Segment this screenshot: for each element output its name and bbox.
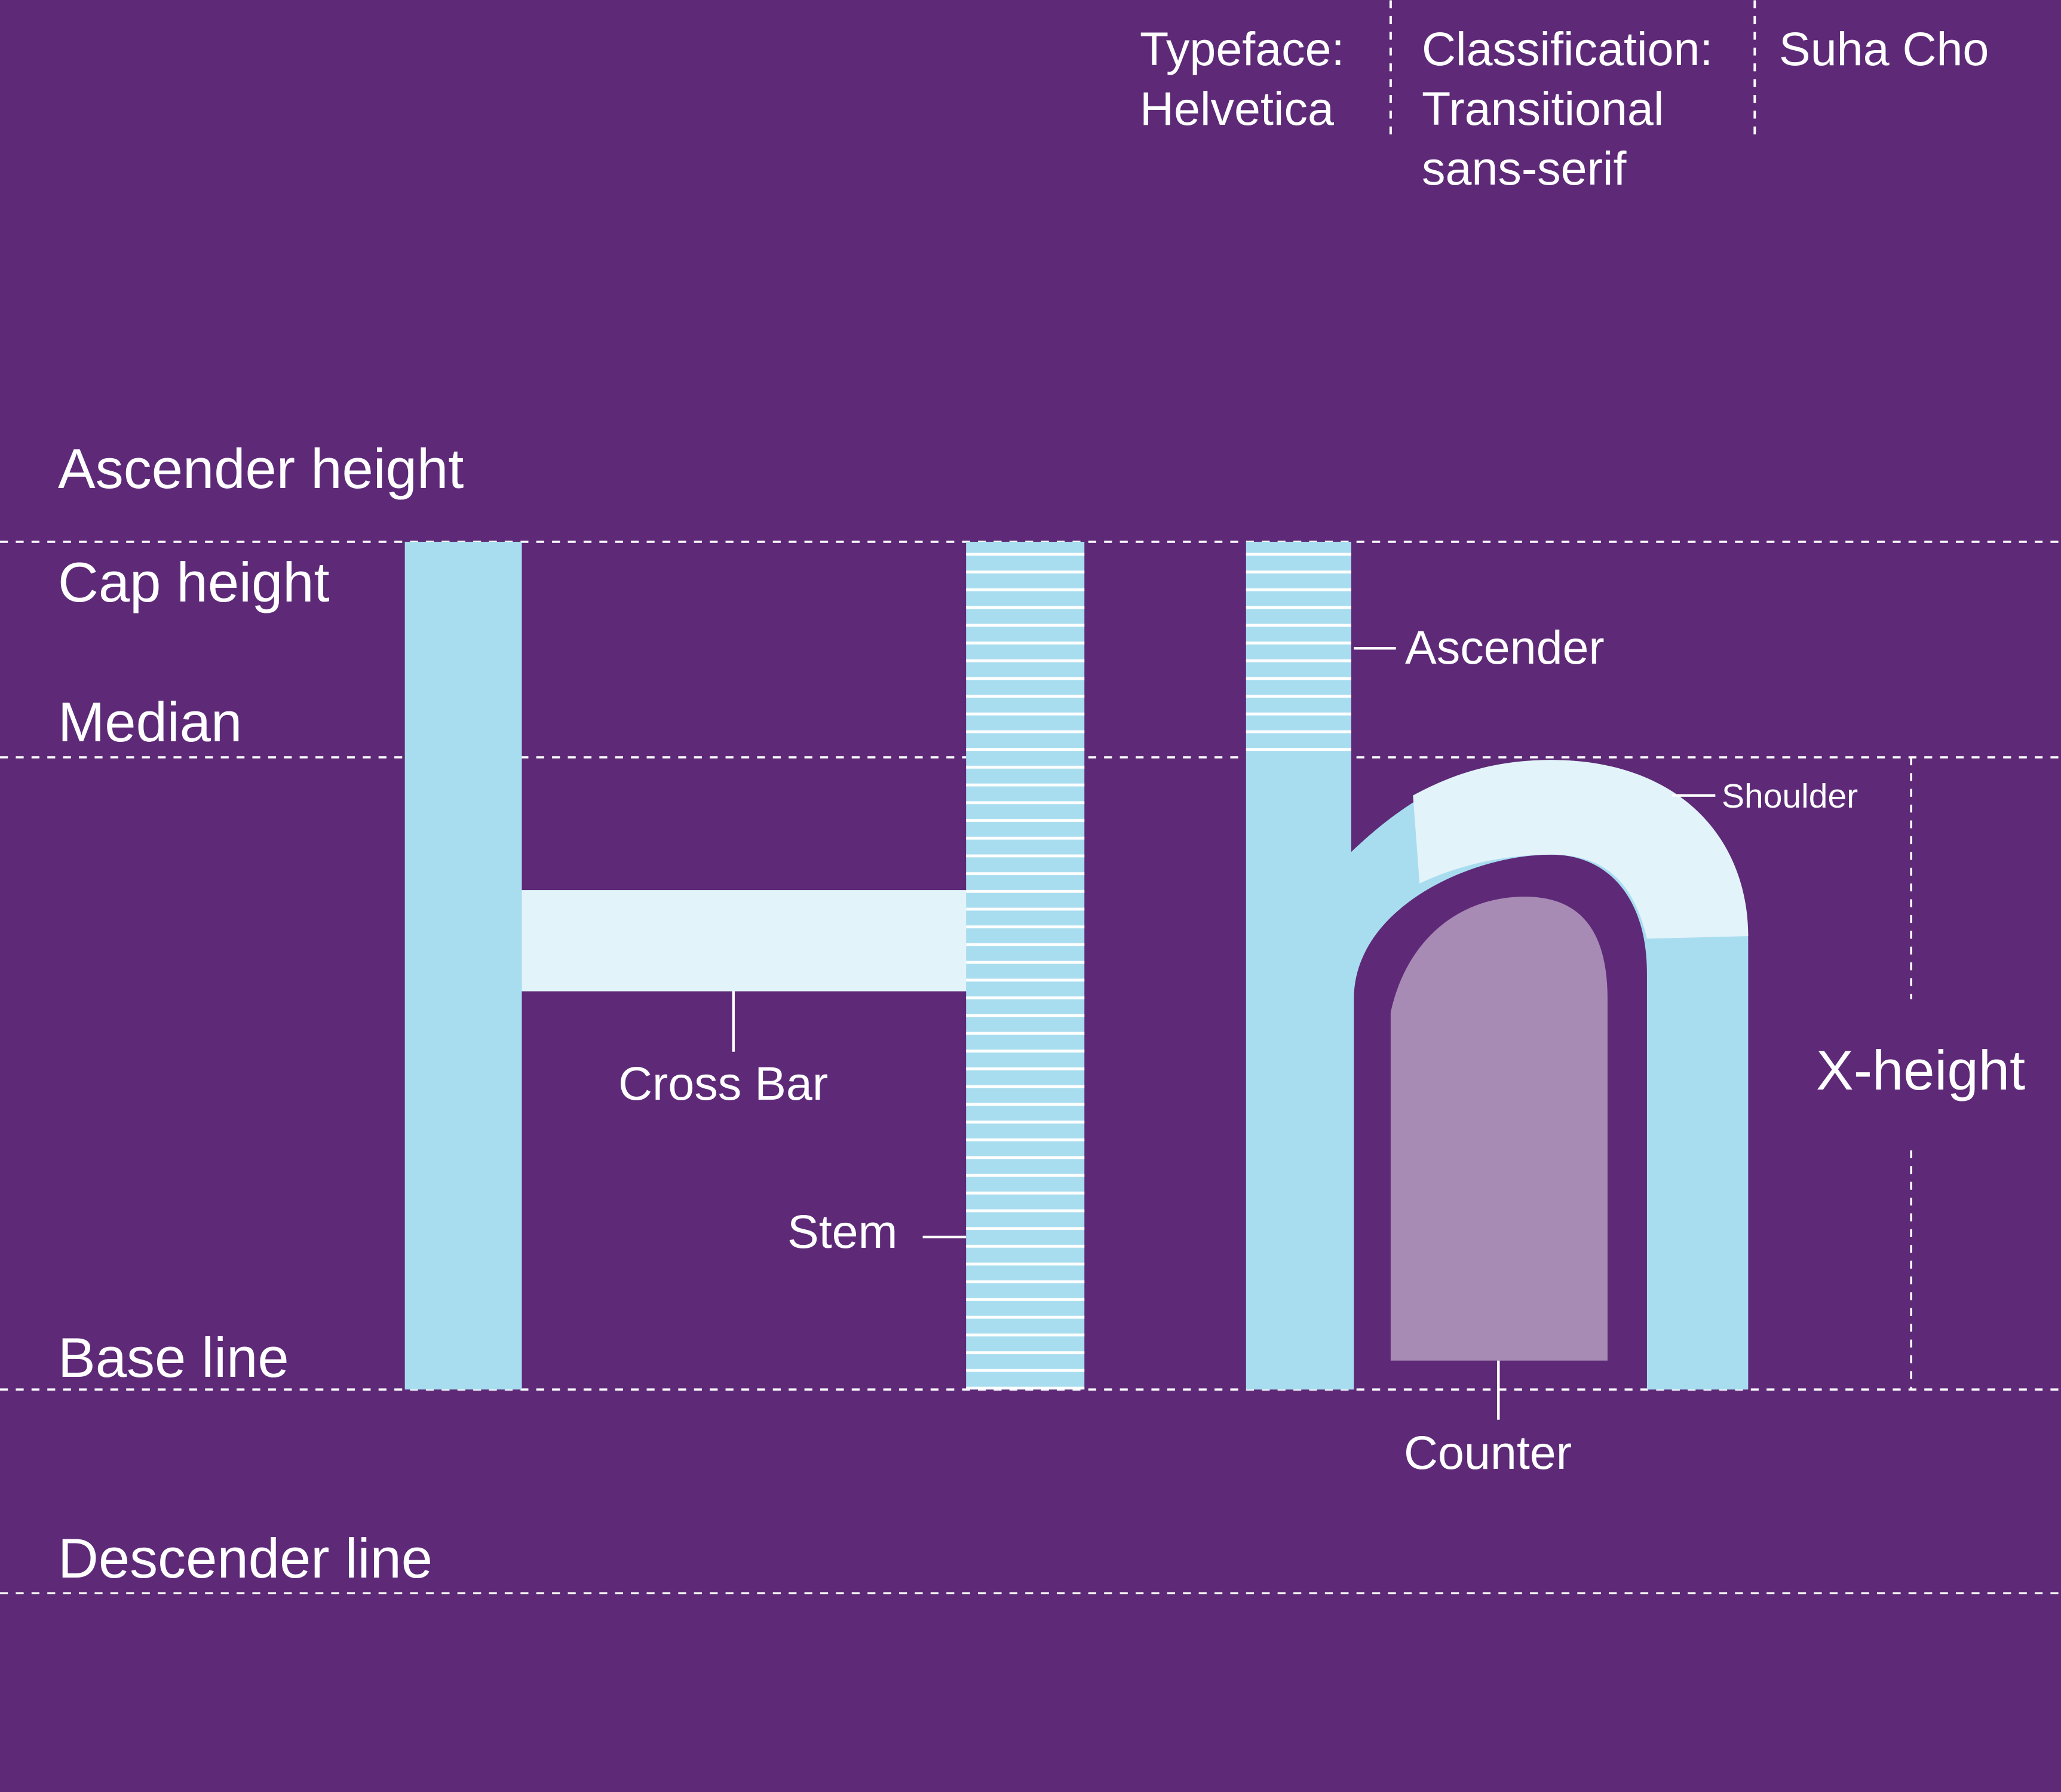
median-label: Median — [58, 691, 243, 753]
H-cross-bar — [522, 890, 969, 992]
h-counter — [1390, 897, 1608, 1361]
H-right-stem-hatch — [966, 542, 1085, 1390]
cap-height-label: Cap height — [58, 551, 330, 613]
H-left-stem — [404, 542, 522, 1390]
glyph-H — [404, 542, 1085, 1390]
h-shoulder — [1413, 760, 1749, 939]
glyph-h — [1246, 542, 1749, 1390]
h-ascender-hatch — [1246, 542, 1351, 757]
ascender-label: Ascender — [1405, 621, 1605, 674]
counter-label: Counter — [1404, 1426, 1572, 1479]
ascender-height-label: Ascender height — [58, 437, 464, 500]
x-height-label: X-height — [1816, 1039, 2026, 1101]
base-line-label: Base line — [58, 1326, 289, 1389]
shoulder-label: Shoulder — [1722, 777, 1858, 815]
classification-info: Classification: Transitional sans-serif — [1422, 22, 1713, 195]
author-name: Suha Cho — [1779, 22, 1989, 75]
cross-bar-label: Cross Bar — [618, 1057, 829, 1110]
typeface-info: Typeface: Helvetica — [1140, 22, 1345, 135]
stem-label: Stem — [787, 1205, 898, 1258]
descender-line-label: Descender line — [58, 1527, 433, 1590]
